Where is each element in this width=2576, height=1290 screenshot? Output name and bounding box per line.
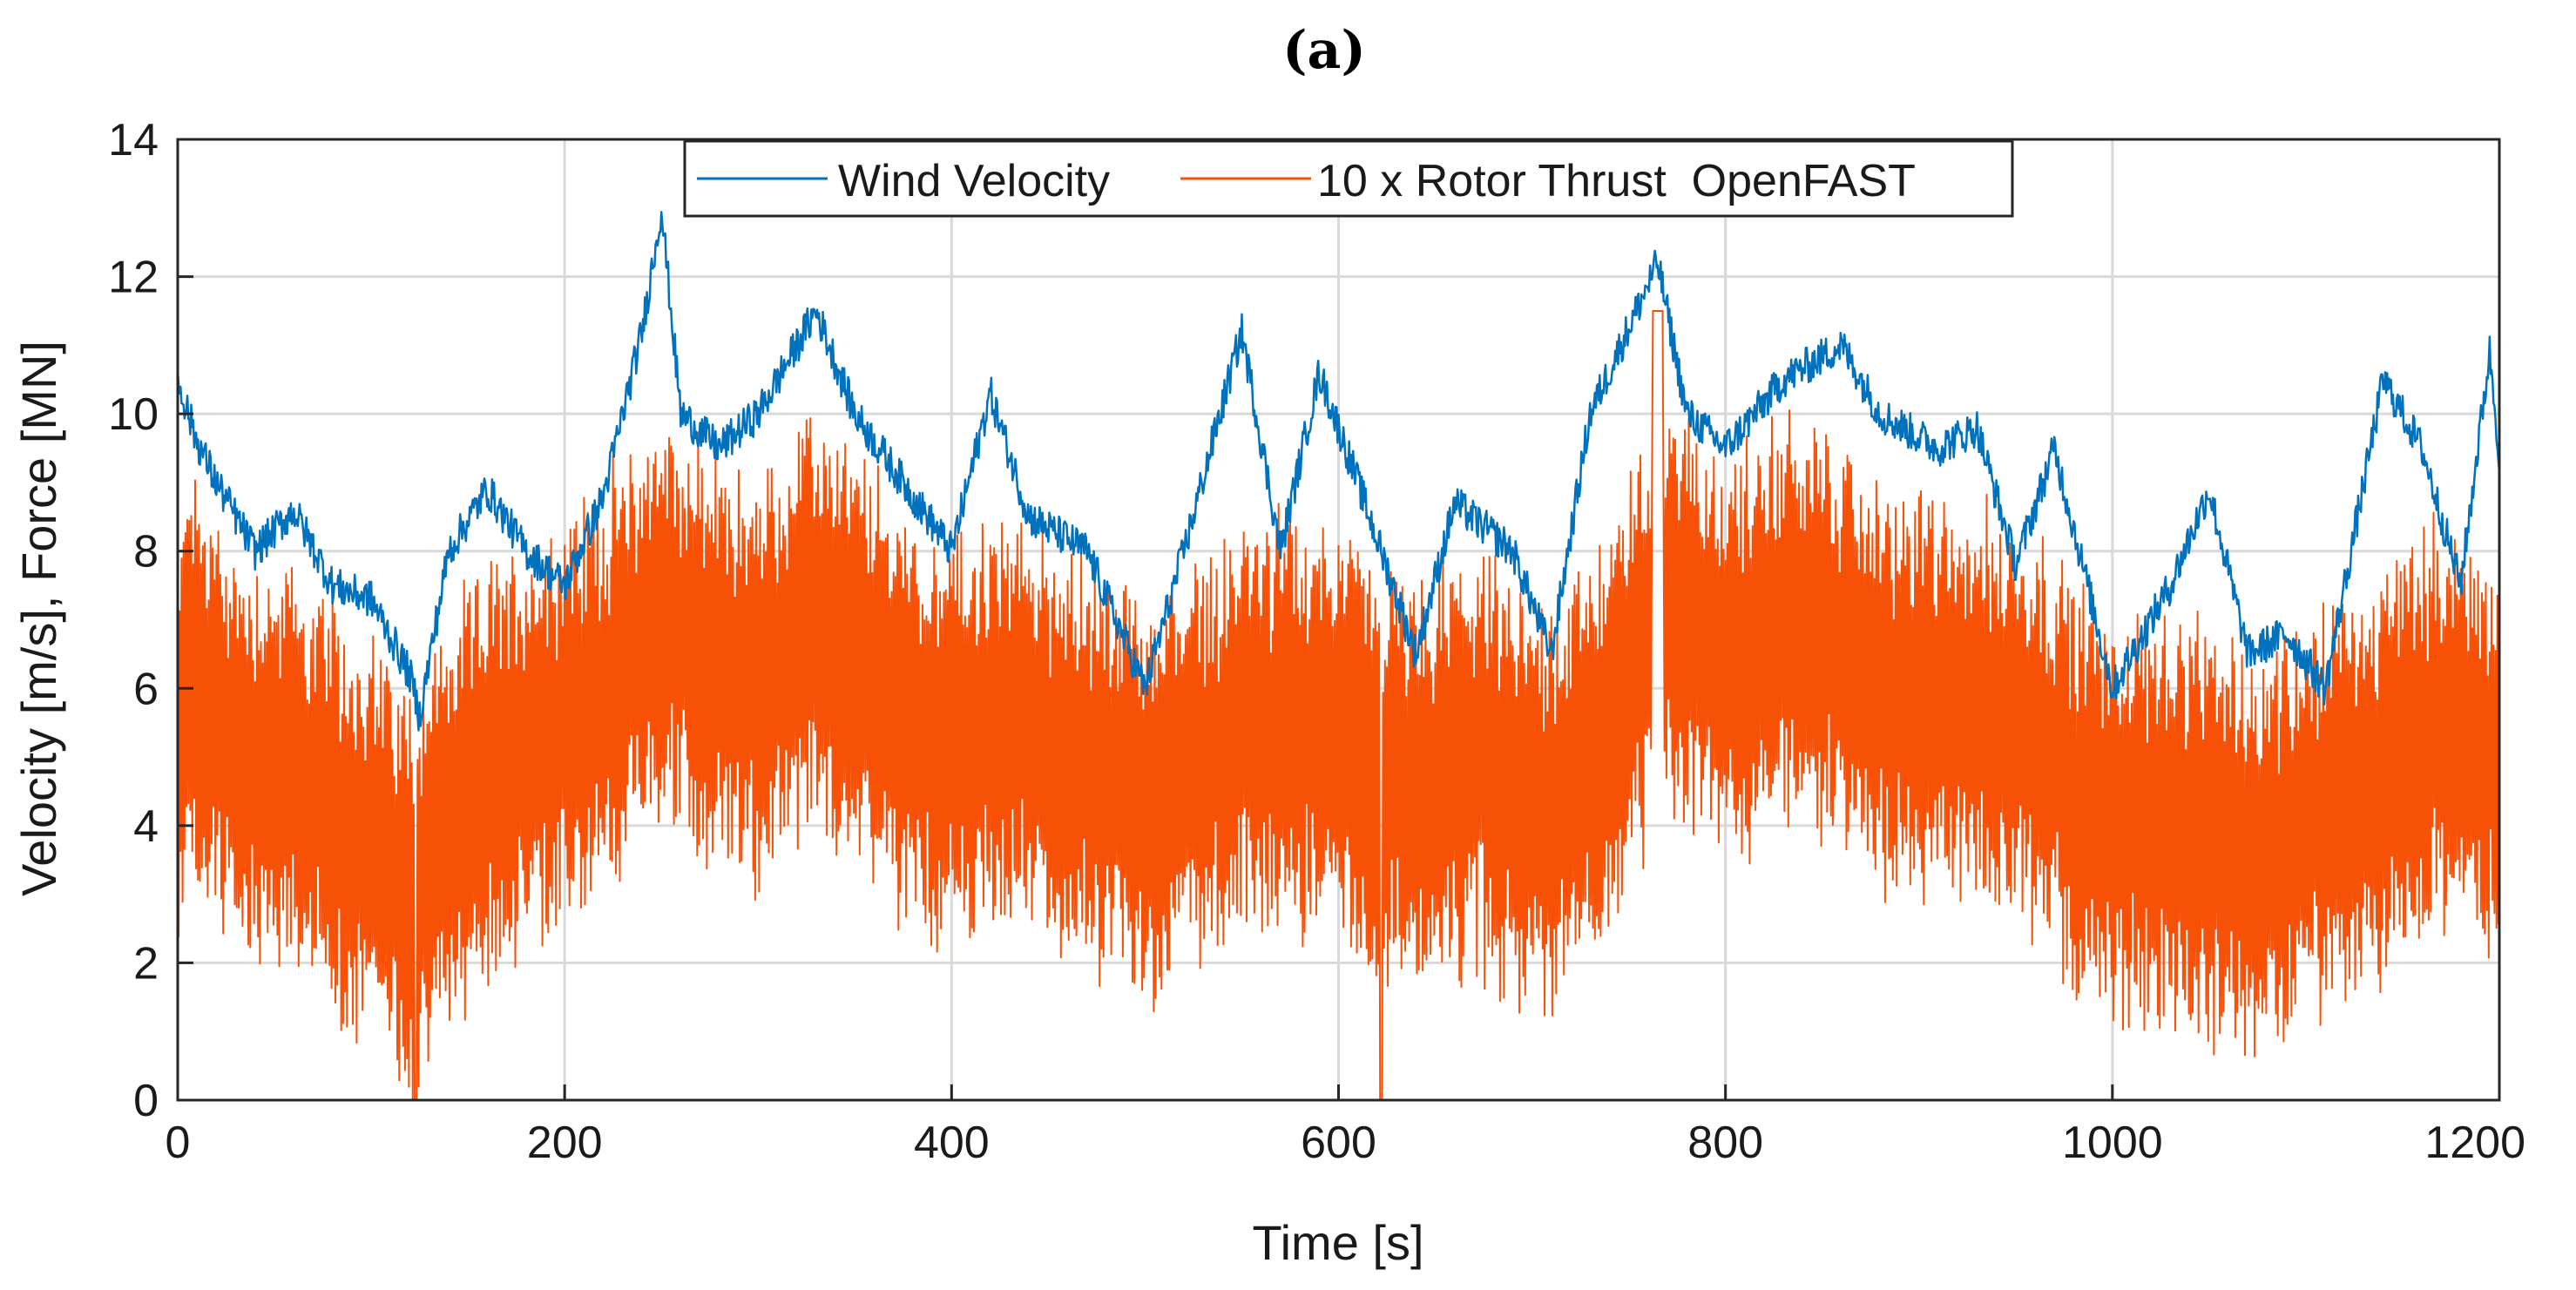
y-tick-label: 2 xyxy=(133,938,159,989)
x-axis: 0 200 400 600 800 1000 1200 xyxy=(166,1084,2525,1168)
series-line-rotor-thrust xyxy=(177,310,2500,1101)
y-tick-label: 8 xyxy=(133,527,159,577)
series-line-wind-velocity xyxy=(176,211,2501,732)
legend-label-thrust: 10 x Rotor Thrust OpenFAST xyxy=(1317,156,1916,206)
legend-label-wind: Wind Velocity xyxy=(838,156,1110,206)
x-tick-label: 400 xyxy=(914,1118,990,1168)
y-tick-label: 0 xyxy=(133,1076,159,1126)
y-tick-label: 12 xyxy=(108,253,159,303)
x-tick-label: 1000 xyxy=(2062,1118,2163,1168)
y-tick-label: 10 xyxy=(108,389,159,440)
x-tick-label: 200 xyxy=(527,1118,603,1168)
y-tick-label: 6 xyxy=(133,664,159,714)
y-axis: 0 2 4 6 8 10 12 14 xyxy=(108,115,193,1126)
x-tick-label: 1200 xyxy=(2424,1118,2525,1168)
x-tick-label: 600 xyxy=(1301,1118,1376,1168)
x-axis-label: Time [s] xyxy=(1252,1215,1423,1270)
y-tick-label: 4 xyxy=(133,801,159,852)
legend: Wind Velocity 10 x Rotor Thrust OpenFAST xyxy=(683,139,2014,218)
x-tick-label: 800 xyxy=(1687,1118,1763,1168)
legend-box xyxy=(683,139,2014,218)
y-axis-label: Velocity [m/s], Force [MN] xyxy=(11,341,66,896)
plot-lines xyxy=(176,211,2501,1101)
x-tick-label: 0 xyxy=(166,1118,191,1168)
y-tick-label: 14 xyxy=(108,115,159,165)
panel-label: (a) xyxy=(1282,20,1366,81)
